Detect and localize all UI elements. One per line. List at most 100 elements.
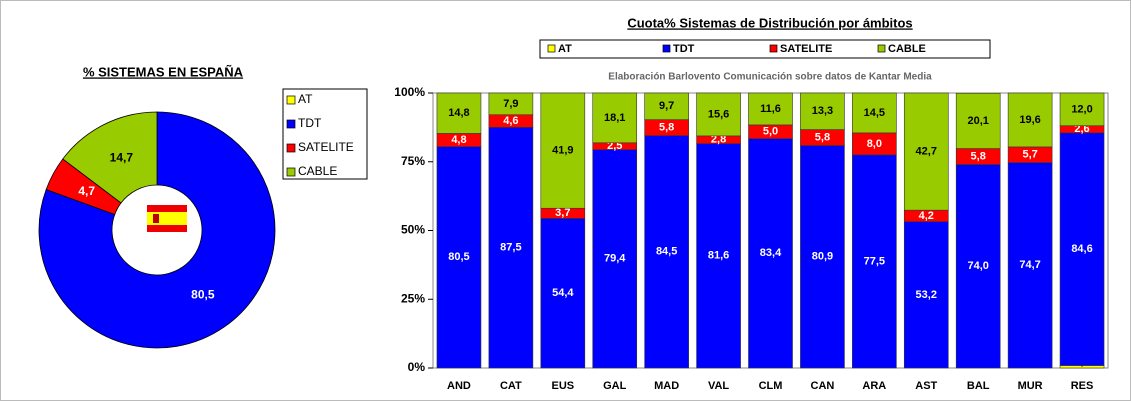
x-tick-label: BAL [967,380,990,392]
y-tick-label: 100% [394,85,425,99]
pie-title: % SISTEMAS EN ESPAÑA [83,64,244,79]
bar-label: 2,6 [1074,123,1089,135]
legend-label: TDT [673,43,695,55]
bar-segment [696,143,741,369]
slice-label: 4,7 [78,184,95,198]
bar-legend-box [539,39,991,59]
bar-segment [644,92,689,120]
bar-segment [800,92,845,130]
flag-emblem [153,214,159,223]
bar-label: 4,6 [503,115,518,127]
bar-label: 5,8 [659,122,674,134]
x-tick-label: AND [447,380,471,392]
bar-label: 19,6 [1019,114,1040,126]
legend-swatch [877,44,886,53]
bar-label: 42,7 [916,145,937,157]
x-tick-label: CLM [759,380,783,392]
bar-label: 8,0 [867,138,882,150]
bar-label: 83,4 [760,247,782,259]
bar-segment [903,221,949,369]
bar-label: 15,6 [708,108,729,120]
bar-label: 5,8 [971,150,986,162]
legend-label: SATELITE [780,43,832,55]
bar-label: 2,5 [607,140,622,152]
pie-slice [38,111,276,349]
x-tick-label: CAN [811,380,835,392]
x-tick-label: MAD [654,380,679,392]
bar-label: 11,6 [760,103,781,115]
bar-label: 80,5 [448,251,469,263]
bar-segment [1059,92,1105,127]
legend-swatch [547,44,556,53]
bar-label: 54,4 [552,287,574,299]
bar-segment [800,145,845,369]
bar-label: 80,9 [812,251,833,263]
bar-segment [696,92,741,137]
bar-label: 14,8 [448,107,469,119]
bar-segment [488,92,534,116]
slice-label: 14,7 [110,151,134,165]
legend-label: SATELITE [298,140,354,154]
bar-label: 84,5 [656,246,677,258]
bar-label: 4,2 [919,210,934,222]
bar-segment [852,154,897,369]
legend-swatch [662,44,671,53]
bar-subtitle: Elaboración Barlovento Comunicación sobr… [608,72,932,83]
y-tick-label: 0% [408,360,426,374]
bar-label: 20,1 [967,115,988,127]
bar-label: 5,0 [763,126,778,138]
legend-label: CABLE [888,43,926,55]
bar-segment [488,127,534,369]
x-tick-label: GAL [603,380,627,392]
y-tick-label: 25% [401,291,425,305]
legend-swatch [286,119,296,129]
bar-label: 74,0 [967,260,988,272]
bar-segment [1059,132,1105,366]
pie-slice [62,111,158,204]
bar-label: 74,7 [1019,259,1040,271]
flag-red-bottom [147,225,187,232]
flag-red-top [147,205,187,212]
bar-label: 7,9 [503,98,518,110]
x-tick-label: AST [915,380,937,392]
bar-segment [1007,162,1053,369]
bar-segment [955,164,1001,369]
x-tick-label: CAT [500,380,522,392]
bar-title: Cuota% Sistemas de Distribución por ámbi… [627,15,912,30]
bar-label: 5,7 [1022,149,1037,161]
y-tick-label: 75% [401,154,425,168]
bar-segment [1007,92,1053,148]
bar-segment [436,92,482,134]
bar-label: 13,3 [812,105,833,117]
legend-label: AT [298,92,313,106]
bar-label: 2,8 [711,134,726,146]
bar-segment [903,92,949,211]
x-tick-label: MUR [1018,380,1043,392]
bar-segment [592,149,638,369]
bar-label: 41,9 [552,145,573,157]
bar-label: 9,7 [659,100,674,112]
bar-label: 5,8 [815,131,830,143]
bar-segment [436,146,482,369]
bar-segment [540,218,586,369]
bar-segment [540,92,586,209]
bar-label: 14,5 [864,107,885,119]
x-tick-label: EUS [551,380,574,392]
legend-label: AT [558,43,572,55]
slice-label: 80,5 [191,288,215,302]
legend-label: CABLE [298,164,337,178]
legend-swatch [286,95,296,105]
bar-label: 77,5 [864,255,885,267]
pie-legend-box [282,88,368,180]
bar-label: 4,8 [451,134,466,146]
legend-swatch [286,143,296,153]
legend-swatch [769,44,778,53]
bar-segment [748,138,793,369]
x-tick-label: VAL [708,380,729,392]
bar-segment [852,92,897,134]
bar-label: 87,5 [500,242,521,254]
bar-label: 3,7 [555,207,570,219]
bar-segment [955,92,1001,149]
bar-label: 12,0 [1071,103,1092,115]
